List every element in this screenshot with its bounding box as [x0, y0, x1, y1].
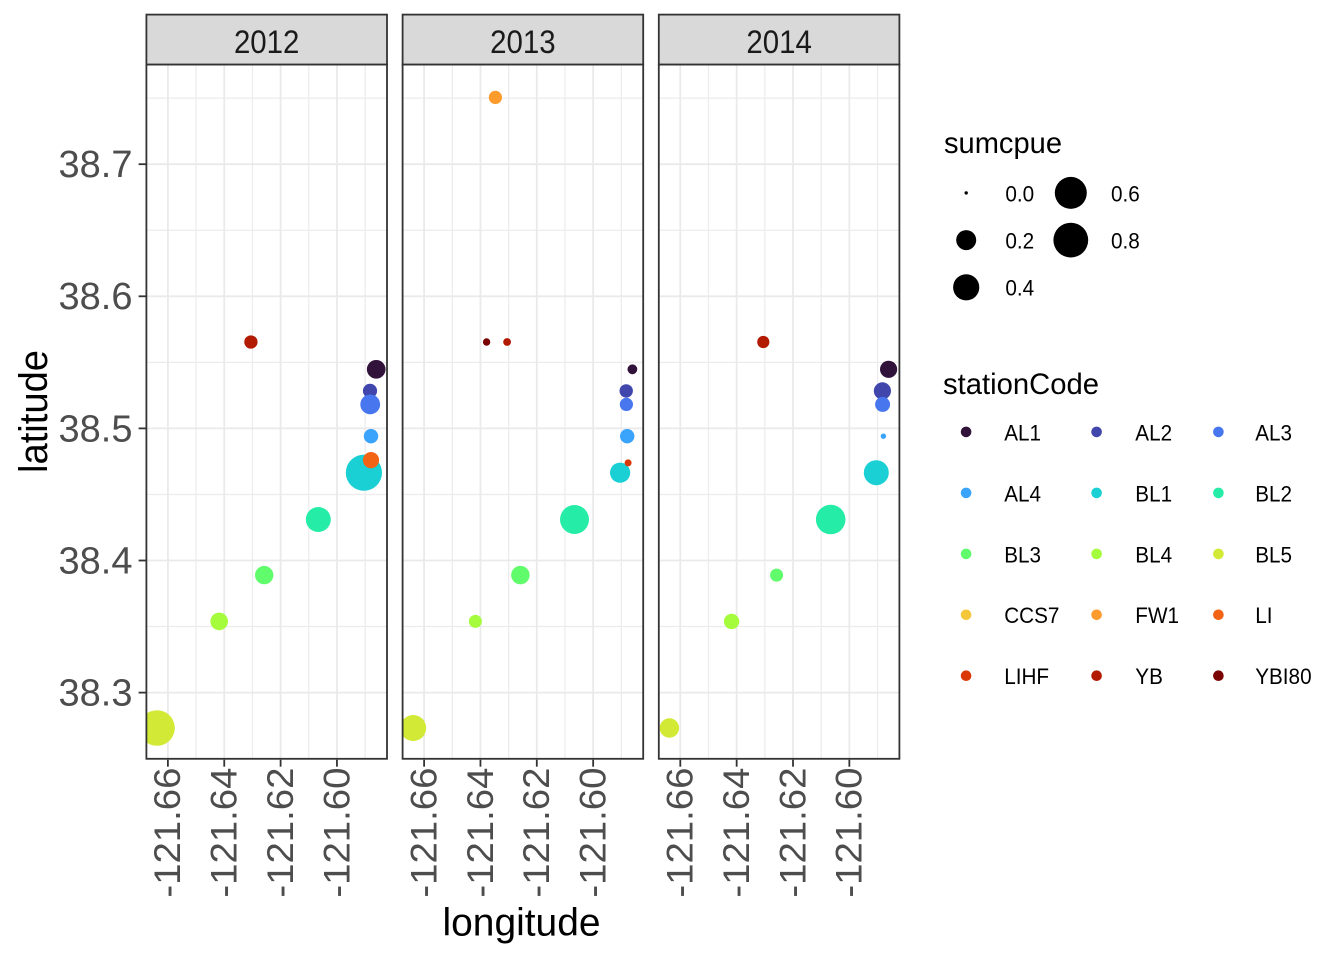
svg-text:AL2: AL2 [1135, 420, 1172, 445]
svg-text:sumcpue: sumcpue [944, 127, 1062, 160]
svg-text:BL4: BL4 [1135, 542, 1172, 567]
svg-text:2013: 2013 [490, 24, 556, 60]
svg-text:38.4: 38.4 [59, 540, 133, 582]
svg-text:-121.62: -121.62 [260, 768, 301, 898]
svg-text:CCS7: CCS7 [1004, 603, 1059, 628]
svg-text:38.7: 38.7 [59, 144, 133, 186]
svg-text:38.3: 38.3 [59, 673, 133, 715]
svg-text:BL5: BL5 [1255, 542, 1292, 567]
svg-text:BL1: BL1 [1135, 481, 1172, 506]
svg-text:2014: 2014 [746, 24, 812, 60]
svg-text:stationCode: stationCode [943, 368, 1099, 401]
svg-text:latitude: latitude [12, 350, 56, 473]
svg-text:-121.60: -121.60 [316, 768, 357, 898]
svg-text:AL3: AL3 [1255, 420, 1292, 445]
svg-text:YBI80: YBI80 [1255, 664, 1311, 689]
svg-text:0.6: 0.6 [1111, 181, 1140, 206]
svg-text:38.5: 38.5 [59, 408, 133, 450]
svg-text:-121.64: -121.64 [460, 768, 501, 898]
svg-text:LI: LI [1255, 603, 1272, 628]
svg-text:AL1: AL1 [1004, 420, 1041, 445]
svg-text:BL2: BL2 [1255, 481, 1292, 506]
svg-text:2012: 2012 [234, 24, 300, 60]
svg-text:AL4: AL4 [1004, 481, 1041, 506]
svg-text:0.2: 0.2 [1005, 229, 1034, 254]
svg-text:38.6: 38.6 [59, 276, 133, 318]
svg-text:LIHF: LIHF [1004, 664, 1049, 689]
svg-text:FW1: FW1 [1135, 603, 1179, 628]
svg-text:-121.62: -121.62 [772, 768, 813, 898]
svg-text:-121.66: -121.66 [403, 768, 444, 898]
svg-text:0.8: 0.8 [1111, 229, 1140, 254]
svg-text:0.0: 0.0 [1005, 181, 1034, 206]
svg-text:-121.66: -121.66 [660, 768, 701, 898]
svg-text:-121.62: -121.62 [516, 768, 557, 898]
svg-text:0.4: 0.4 [1005, 276, 1034, 301]
svg-text:-121.64: -121.64 [204, 768, 245, 898]
svg-text:YB: YB [1135, 664, 1163, 689]
svg-text:-121.64: -121.64 [716, 768, 757, 898]
svg-text:longitude: longitude [443, 902, 601, 945]
svg-text:BL3: BL3 [1004, 542, 1041, 567]
svg-text:-121.60: -121.60 [572, 768, 613, 898]
svg-text:-121.60: -121.60 [829, 768, 870, 898]
svg-text:-121.66: -121.66 [147, 768, 188, 898]
